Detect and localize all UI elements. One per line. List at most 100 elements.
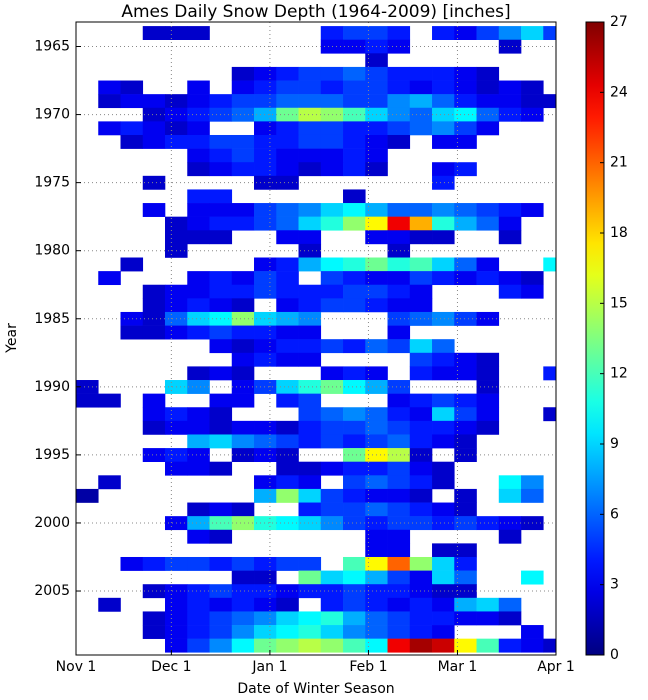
cell [209, 284, 233, 299]
chart-title: Ames Daily Snow Depth (1964-2009) [inche… [121, 2, 510, 22]
cell [432, 420, 455, 435]
x-tick-label: Mar 1 [438, 659, 478, 675]
cell [365, 434, 388, 449]
cell [165, 625, 188, 639]
cell [343, 148, 366, 163]
cell [454, 366, 477, 381]
cell [387, 243, 411, 258]
cell [276, 461, 299, 476]
cell [298, 203, 322, 217]
cell [98, 393, 121, 408]
cell [521, 203, 544, 217]
cell [209, 339, 233, 354]
cell [498, 284, 522, 299]
cell [254, 257, 277, 272]
cell [343, 556, 366, 571]
cell [320, 298, 344, 313]
cell [432, 543, 455, 558]
cell [142, 203, 166, 217]
cell [120, 311, 144, 326]
cell [409, 66, 433, 81]
cell [498, 94, 522, 109]
cell [142, 393, 166, 408]
cell [343, 134, 366, 149]
cell [454, 94, 477, 109]
cell [276, 284, 299, 299]
colorbar-tick-label: 18 [610, 225, 628, 241]
cell [187, 611, 210, 626]
cell [142, 284, 166, 299]
cell [498, 216, 522, 231]
cell [276, 66, 299, 81]
cell [187, 26, 210, 40]
cell [476, 611, 500, 626]
cell [254, 475, 277, 490]
cell [276, 556, 299, 571]
cell [343, 203, 366, 217]
cell [276, 352, 299, 367]
cell [231, 584, 255, 599]
cell [454, 352, 477, 367]
cell [209, 189, 233, 204]
cell [209, 597, 233, 612]
cell [432, 352, 455, 367]
cell [231, 420, 255, 435]
cell [298, 66, 322, 81]
cell [165, 230, 188, 245]
cell [409, 611, 433, 626]
cell [454, 448, 477, 462]
cell [276, 203, 299, 217]
cell [476, 420, 500, 435]
cell [254, 434, 277, 449]
cell [454, 597, 477, 612]
cell [98, 94, 121, 109]
y-tick-label: 1965 [34, 39, 70, 55]
cell [231, 393, 255, 408]
cell [409, 80, 433, 95]
cell [409, 393, 433, 408]
cell [254, 325, 277, 340]
cell [254, 94, 277, 109]
cell [543, 26, 557, 40]
cell [231, 352, 255, 367]
cell [387, 570, 411, 585]
cell [320, 502, 344, 517]
cell [432, 434, 455, 449]
cell [231, 366, 255, 381]
cell [276, 638, 299, 653]
cell [298, 134, 322, 149]
cell [231, 284, 255, 299]
cell [454, 516, 477, 531]
cell [187, 597, 210, 612]
cell [409, 257, 433, 272]
cell [298, 584, 322, 599]
cell [209, 298, 233, 313]
cell [387, 107, 411, 122]
cell [187, 203, 210, 217]
cell [231, 570, 255, 585]
cell [343, 107, 366, 122]
cell [276, 271, 299, 286]
cell [409, 352, 433, 367]
cell [365, 339, 388, 354]
cell [298, 80, 322, 95]
cell [343, 366, 366, 381]
cell [165, 611, 188, 626]
cell [187, 80, 210, 95]
cell [476, 216, 500, 231]
cell [320, 162, 344, 177]
cell [476, 393, 500, 408]
cell [142, 611, 166, 626]
cell [387, 597, 411, 612]
cell [454, 216, 477, 231]
cell [187, 271, 210, 286]
cell [454, 203, 477, 217]
cell [432, 271, 455, 286]
cell [387, 611, 411, 626]
cell [432, 94, 455, 109]
cell [432, 257, 455, 272]
cell [409, 366, 433, 381]
cell [498, 107, 522, 122]
cell [454, 488, 477, 503]
cell [120, 556, 144, 571]
